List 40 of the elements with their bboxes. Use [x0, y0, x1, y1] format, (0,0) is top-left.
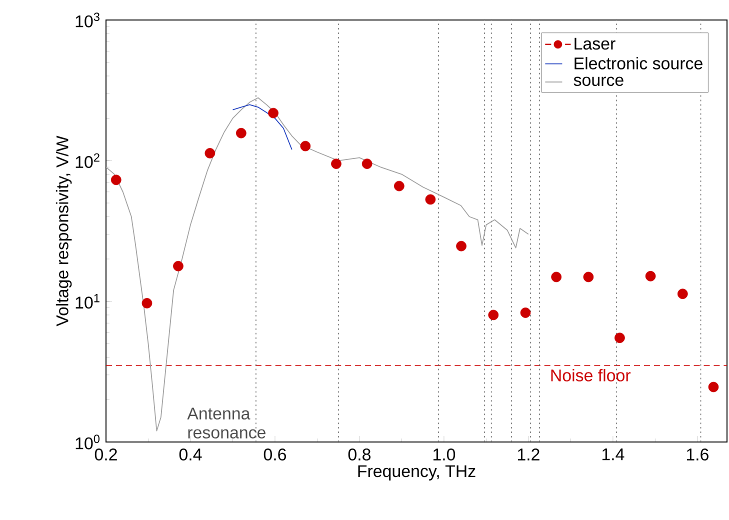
- legend-label: Laser: [574, 38, 616, 50]
- y-tick-label: 10$^{0}$: [76, 434, 100, 450]
- point: [677, 288, 688, 300]
- x-axis-title: Frequency, THz: [358, 465, 476, 481]
- x-tick-label: 0.6: [264, 448, 286, 461]
- y-tick-label: 10$^{2}$: [76, 153, 100, 168]
- x-tick-label: 0.8: [348, 448, 371, 461]
- point: [425, 194, 436, 205]
- point: [488, 310, 499, 320]
- y-tick-label: 10$^{3}$: [76, 12, 100, 28]
- point: [520, 308, 531, 318]
- point: [204, 148, 216, 158]
- y-tick-label: 10$^{1}$: [76, 294, 100, 309]
- line-series: [232, 104, 292, 150]
- point: [268, 108, 278, 118]
- point: [645, 270, 656, 282]
- annotation: Antenna resonance: [187, 408, 266, 438]
- point: [236, 128, 246, 138]
- point: [142, 298, 152, 308]
- ref-line-label: Noise floor: [551, 369, 631, 382]
- x-tick-label: 1.2: [518, 448, 540, 460]
- point: [362, 158, 372, 169]
- point: [551, 272, 562, 282]
- x-tick-label: 1.4: [602, 448, 624, 460]
- point: [331, 158, 342, 169]
- x-tick-label: 1.6: [686, 448, 708, 461]
- x-tick-label: 1.0: [433, 448, 456, 461]
- x-tick-label: 0.4: [179, 448, 202, 461]
- legend-label: source: [574, 76, 624, 86]
- legend-label: Electronic source: [574, 56, 702, 70]
- y-axis-title: Voltage responsivity, V/W: [56, 136, 72, 326]
- point: [173, 260, 184, 272]
- x-tick-label: 0.2: [94, 448, 117, 461]
- point: [456, 240, 466, 252]
- point: [300, 140, 311, 152]
- point: [110, 174, 122, 186]
- point: [583, 272, 594, 282]
- point: [394, 180, 404, 192]
- point: [614, 332, 625, 344]
- point: [708, 382, 719, 392]
